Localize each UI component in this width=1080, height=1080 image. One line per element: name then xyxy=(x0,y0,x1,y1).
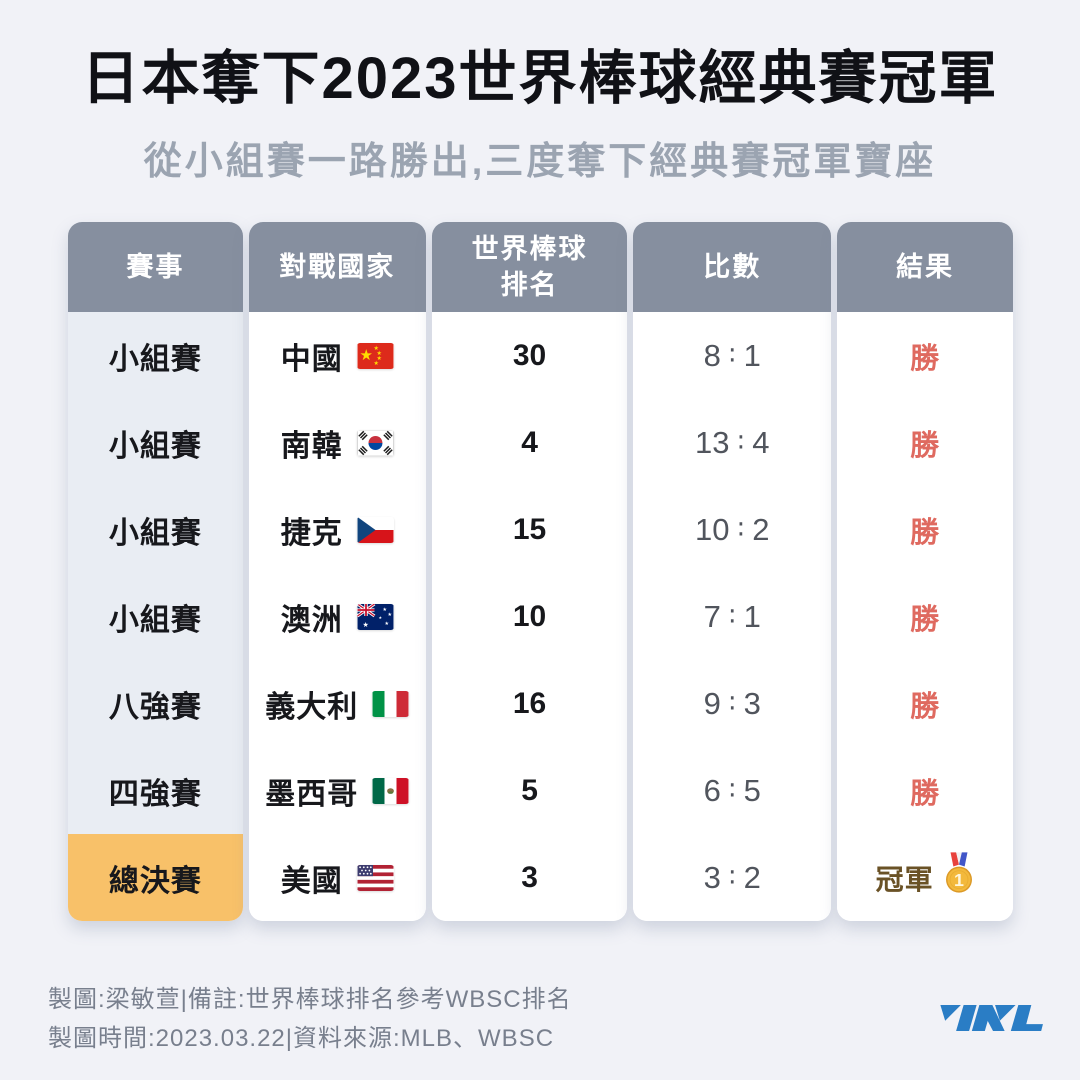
score-cell: 3 ∶ 2 xyxy=(633,834,832,921)
stage-cell: 八強賽 xyxy=(68,660,243,747)
page-subtitle: 從小組賽一路勝出,三度奪下經典賽冠軍寶座 xyxy=(143,141,937,183)
column-header-2: 世界棒球 排名 xyxy=(431,222,628,312)
svg-text:★: ★ xyxy=(384,621,389,627)
rank-cell: 16 xyxy=(431,660,628,747)
footer: 製圖:梁敏萱|備註:世界棒球排名參考WBSC排名 製圖時間:2023.03.22… xyxy=(48,980,572,1058)
tnl-logo-icon xyxy=(940,1005,1043,1031)
win-label: 勝 xyxy=(910,342,941,375)
score-cell: 13 ∶ 4 xyxy=(633,399,832,486)
svg-text:★: ★ xyxy=(378,615,382,620)
country-cell: 澳洲 ★ ★ ★ ★ ★ xyxy=(248,573,426,660)
win-label: 勝 xyxy=(910,516,941,549)
result-cell: 勝 xyxy=(837,399,1013,486)
result-cell: 冠軍 1 xyxy=(837,834,1013,921)
country-cell: 美國 xyxy=(248,834,426,921)
svg-text:★: ★ xyxy=(376,350,381,357)
svg-text:★: ★ xyxy=(382,607,387,613)
result-cell: 勝 xyxy=(837,573,1013,660)
country-cell: 捷克 xyxy=(248,486,426,573)
rank-cell: 5 xyxy=(431,747,628,834)
score-cell: 9 ∶ 3 xyxy=(633,660,832,747)
score-cell: 10 ∶ 2 xyxy=(633,486,832,573)
country-name: 中國 xyxy=(280,342,343,376)
mexico-flag-icon xyxy=(372,777,409,804)
country-cell: 中國 ★ ★ ★ ★ ★ xyxy=(248,312,426,399)
footer-source-line: 製圖時間:2023.03.22|資料來源:MLB、WBSC xyxy=(48,1025,555,1052)
usa-flag-icon xyxy=(357,864,394,891)
rank-cell: 10 xyxy=(431,573,628,660)
rank-cell: 30 xyxy=(431,312,628,399)
rank-cell: 3 xyxy=(431,834,628,921)
score-cell: 6 ∶ 5 xyxy=(633,747,832,834)
czechia-flag-icon xyxy=(357,516,394,543)
footer-credit-line: 製圖:梁敏萱|備註:世界棒球排名參考WBSC排名 xyxy=(48,986,572,1013)
italy-flag-icon xyxy=(372,690,409,717)
country-name: 義大利 xyxy=(265,690,359,724)
column-header-3: 比數 xyxy=(633,222,832,312)
win-label: 勝 xyxy=(910,603,941,636)
champion-label: 冠軍 xyxy=(875,863,934,895)
column-header-4: 結果 xyxy=(837,222,1013,312)
result-cell: 勝 xyxy=(837,312,1013,399)
table-column-0: 賽事 小組賽 小組賽 小組賽 小組賽 八強賽 四強賽 總決賽 xyxy=(68,222,243,921)
table-column-2: 世界棒球 排名 30 4 15 10 16 5 3 xyxy=(431,222,628,921)
tnl-logo xyxy=(939,994,1045,1042)
score-cell: 7 ∶ 1 xyxy=(633,573,832,660)
svg-text:★: ★ xyxy=(373,345,378,352)
svg-text:★: ★ xyxy=(362,621,368,629)
svg-text:★: ★ xyxy=(373,360,378,367)
stage-cell: 小組賽 xyxy=(68,399,243,486)
win-label: 勝 xyxy=(910,429,941,462)
table-column-1: 對戰國家 中國 ★ ★ ★ ★ ★ 南韓 捷克 澳洲 ★ ★ ★ ★ ★ 義大利 墨西哥 美國 xyxy=(248,222,426,921)
country-cell: 義大利 xyxy=(248,660,426,747)
svg-text:★: ★ xyxy=(359,347,372,364)
country-cell: 南韓 xyxy=(248,399,426,486)
stage-cell: 小組賽 xyxy=(68,573,243,660)
stage-cell: 小組賽 xyxy=(68,312,243,399)
win-label: 勝 xyxy=(910,690,941,723)
svg-text:1: 1 xyxy=(954,870,964,890)
win-label: 勝 xyxy=(910,777,941,810)
stage-cell: 小組賽 xyxy=(68,486,243,573)
table-column-3: 比數 8 ∶ 1 13 ∶ 4 10 ∶ 2 7 ∶ 1 9 ∶ 3 6 ∶ 5 3 ∶ 2 xyxy=(633,222,832,921)
country-name: 澳洲 xyxy=(280,603,343,637)
column-header-0: 賽事 xyxy=(68,222,243,312)
results-table: 賽事 小組賽 小組賽 小組賽 小組賽 八強賽 四強賽 總決賽 對戰國家 中國 ★ ★ ★ ★ ★ 南韓 捷克 澳洲… xyxy=(68,222,1013,921)
result-cell: 勝 xyxy=(837,486,1013,573)
result-cell: 勝 xyxy=(837,660,1013,747)
rank-cell: 4 xyxy=(431,399,628,486)
column-header-1: 對戰國家 xyxy=(248,222,426,312)
result-cell: 勝 xyxy=(837,747,1013,834)
score-cell: 8 ∶ 1 xyxy=(633,312,832,399)
table-column-4: 結果勝勝勝勝勝勝冠軍 1 xyxy=(837,222,1013,921)
svg-text:★: ★ xyxy=(387,612,392,618)
country-name: 南韓 xyxy=(280,429,343,463)
country-name: 墨西哥 xyxy=(265,777,359,811)
china-flag-icon: ★ ★ ★ ★ ★ xyxy=(357,342,394,369)
page-title: 日本奪下2023世界棒球經典賽冠軍 xyxy=(81,46,999,111)
south-korea-flag-icon xyxy=(356,429,394,456)
rank-cell: 15 xyxy=(431,486,628,573)
country-name: 美國 xyxy=(280,864,343,898)
stage-cell: 四強賽 xyxy=(68,747,243,834)
australia-flag-icon: ★ ★ ★ ★ ★ xyxy=(356,603,394,630)
country-name: 捷克 xyxy=(280,516,343,550)
svg-text:★: ★ xyxy=(376,355,381,362)
gold-medal-icon: 1 xyxy=(943,851,975,896)
country-cell: 墨西哥 xyxy=(248,747,426,834)
stage-cell: 總決賽 xyxy=(68,834,243,921)
